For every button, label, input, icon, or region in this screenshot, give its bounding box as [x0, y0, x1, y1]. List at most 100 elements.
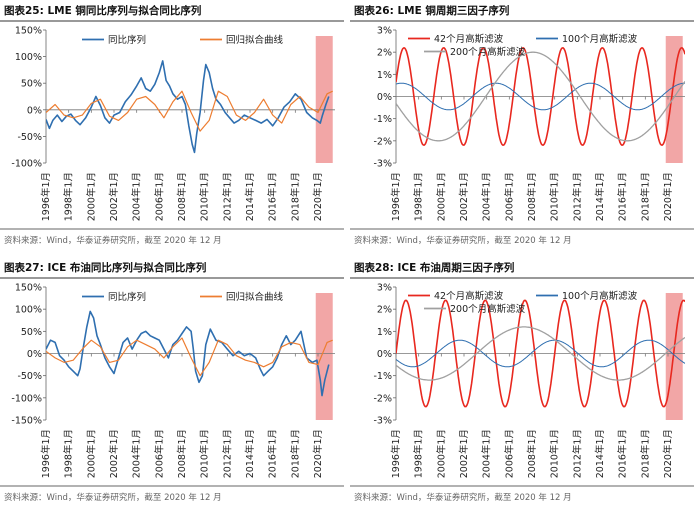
x-tick-label: 2002年1月	[458, 172, 470, 221]
series-line-1	[396, 82, 685, 111]
legend-label: 200个月高斯滤波	[450, 46, 526, 58]
x-tick-label: 2018年1月	[639, 429, 651, 478]
y-tick-label: 0%	[377, 349, 392, 360]
x-tick-label: 1998年1月	[413, 429, 425, 478]
y-tick-label: 2%	[377, 48, 392, 59]
x-tick-label: 2014年1月	[244, 429, 256, 478]
x-tick-label: 1996年1月	[390, 172, 402, 221]
series-line-0	[46, 60, 330, 154]
x-tick-label: 1998年1月	[413, 172, 425, 221]
series-line-0	[396, 47, 685, 146]
x-tick-label: 2002年1月	[108, 429, 120, 478]
x-tick-label: 2012年1月	[571, 172, 583, 221]
x-tick-label: 2002年1月	[458, 429, 470, 478]
y-tick-label: -100%	[11, 393, 42, 404]
x-tick-label: 2014年1月	[244, 172, 256, 221]
y-tick-label: 0%	[377, 92, 392, 103]
x-tick-label: 1996年1月	[40, 429, 52, 478]
chart-svg: 图表28: ICE 布油周期三因子序列 -3% -2% -1% 0% 1% 2% 3% 1996…	[350, 261, 694, 503]
series-line-2	[396, 51, 685, 142]
x-tick-label: 1996年1月	[390, 429, 402, 478]
x-tick-label: 2012年1月	[221, 429, 233, 478]
chart-panel-lme-yoy: 图表25: LME 铜同比序列与拟合同比序列 -100% -50% 0% 50% 100%…	[0, 0, 350, 257]
source-note: 资料来源：Wind，华泰证券研究所，截至 2020 年 12 月	[354, 492, 572, 503]
chart-panel-ice-cycle: 图表28: ICE 布油周期三因子序列 -3% -2% -1% 0% 1% 2% 3% 1996…	[350, 257, 700, 514]
y-tick-label: 100%	[15, 52, 42, 63]
x-tick-label: 2016年1月	[617, 172, 629, 221]
legend-label: 同比序列	[108, 291, 146, 303]
y-tick-label: 3%	[377, 26, 392, 37]
x-tick-label: 2004年1月	[481, 429, 493, 478]
x-tick-label: 2010年1月	[199, 172, 211, 221]
y-tick-label: -2%	[374, 393, 393, 404]
highlight-band	[315, 293, 333, 420]
x-tick-label: 2008年1月	[176, 429, 188, 478]
x-tick-label: 2004年1月	[481, 172, 493, 221]
y-tick-label: 2%	[377, 305, 392, 316]
x-tick-label: 2010年1月	[549, 429, 561, 478]
x-tick-label: 2002年1月	[108, 172, 120, 221]
y-tick-label: 150%	[15, 26, 42, 37]
x-tick-label: 2012年1月	[221, 172, 233, 221]
x-tick-label: 2014年1月	[594, 429, 606, 478]
source-note: 资料来源：Wind，华泰证券研究所，截至 2020 年 12 月	[354, 235, 572, 246]
chart-panel-ice-yoy: 图表27: ICE 布油同比序列与拟合同比序列 -150% -100% -50% 0% 5…	[0, 257, 350, 514]
x-tick-label: 2006年1月	[153, 172, 165, 221]
x-tick-label: 2016年1月	[267, 429, 279, 478]
x-tick-label: 2006年1月	[503, 429, 515, 478]
series-line-1	[46, 337, 333, 377]
series-line-0	[396, 299, 685, 408]
x-tick-label: 2008年1月	[526, 172, 538, 221]
x-tick-label: 2008年1月	[526, 429, 538, 478]
x-tick-label: 2006年1月	[503, 172, 515, 221]
x-tick-label: 2016年1月	[267, 172, 279, 221]
chart-title: 图表25: LME 铜同比序列与拟合同比序列	[4, 4, 201, 17]
chart-title: 图表26: LME 铜周期三因子序列	[354, 4, 509, 17]
x-tick-label: 2018年1月	[289, 172, 301, 221]
source-note: 资料来源：Wind，华泰证券研究所，截至 2020 年 12 月	[4, 235, 222, 246]
x-tick-label: 2006年1月	[153, 429, 165, 478]
x-tick-label: 2000年1月	[85, 429, 97, 478]
legend-label: 42个月高斯滤波	[434, 33, 504, 45]
legend-label: 回归拟合曲线	[226, 34, 284, 46]
legend-label: 100个月高斯滤波	[562, 290, 638, 302]
y-tick-label: -1%	[374, 371, 393, 382]
y-tick-label: 150%	[15, 283, 42, 294]
x-tick-label: 2004年1月	[131, 172, 143, 221]
y-tick-label: 0%	[27, 349, 42, 360]
chart-svg: 图表27: ICE 布油同比序列与拟合同比序列 -150% -100% -50% 0% 5…	[0, 261, 344, 503]
x-tick-label: 2000年1月	[435, 429, 447, 478]
highlight-band	[665, 36, 683, 163]
y-tick-label: 0%	[27, 105, 42, 116]
x-tick-label: 2010年1月	[199, 429, 211, 478]
x-tick-label: 2010年1月	[549, 172, 561, 221]
legend-label: 100个月高斯滤波	[562, 33, 638, 45]
y-tick-label: 3%	[377, 283, 392, 294]
x-tick-label: 2012年1月	[571, 429, 583, 478]
y-tick-label: -3%	[374, 416, 393, 427]
x-tick-label: 2018年1月	[289, 429, 301, 478]
legend-label: 同比序列	[108, 34, 146, 46]
x-tick-label: 1996年1月	[40, 172, 52, 221]
y-tick-label: 50%	[21, 327, 42, 338]
series-line-1	[46, 90, 333, 132]
y-tick-label: -3%	[374, 159, 393, 170]
x-tick-label: 2000年1月	[435, 172, 447, 221]
y-tick-label: -150%	[11, 416, 42, 427]
legend-label: 回归拟合曲线	[226, 291, 284, 303]
chart-title: 图表28: ICE 布油周期三因子序列	[354, 261, 514, 274]
x-tick-label: 1998年1月	[63, 172, 75, 221]
y-tick-label: 1%	[377, 70, 392, 81]
x-tick-label: 2020年1月	[662, 172, 674, 221]
y-tick-label: -1%	[374, 114, 393, 125]
x-tick-label: 2016年1月	[617, 429, 629, 478]
series-line-1	[396, 339, 685, 368]
x-tick-label: 2014年1月	[594, 172, 606, 221]
source-note: 资料来源：Wind，华泰证券研究所，截至 2020 年 12 月	[4, 492, 222, 503]
chart-svg: 图表26: LME 铜周期三因子序列 -3% -2% -1% 0% 1% 2% 3% 1996年…	[350, 4, 694, 246]
legend-label: 200个月高斯滤波	[450, 303, 526, 315]
x-tick-label: 2020年1月	[312, 429, 324, 478]
y-tick-label: -2%	[374, 136, 393, 147]
x-tick-label: 2018年1月	[639, 172, 651, 221]
series-line-0	[46, 310, 330, 397]
